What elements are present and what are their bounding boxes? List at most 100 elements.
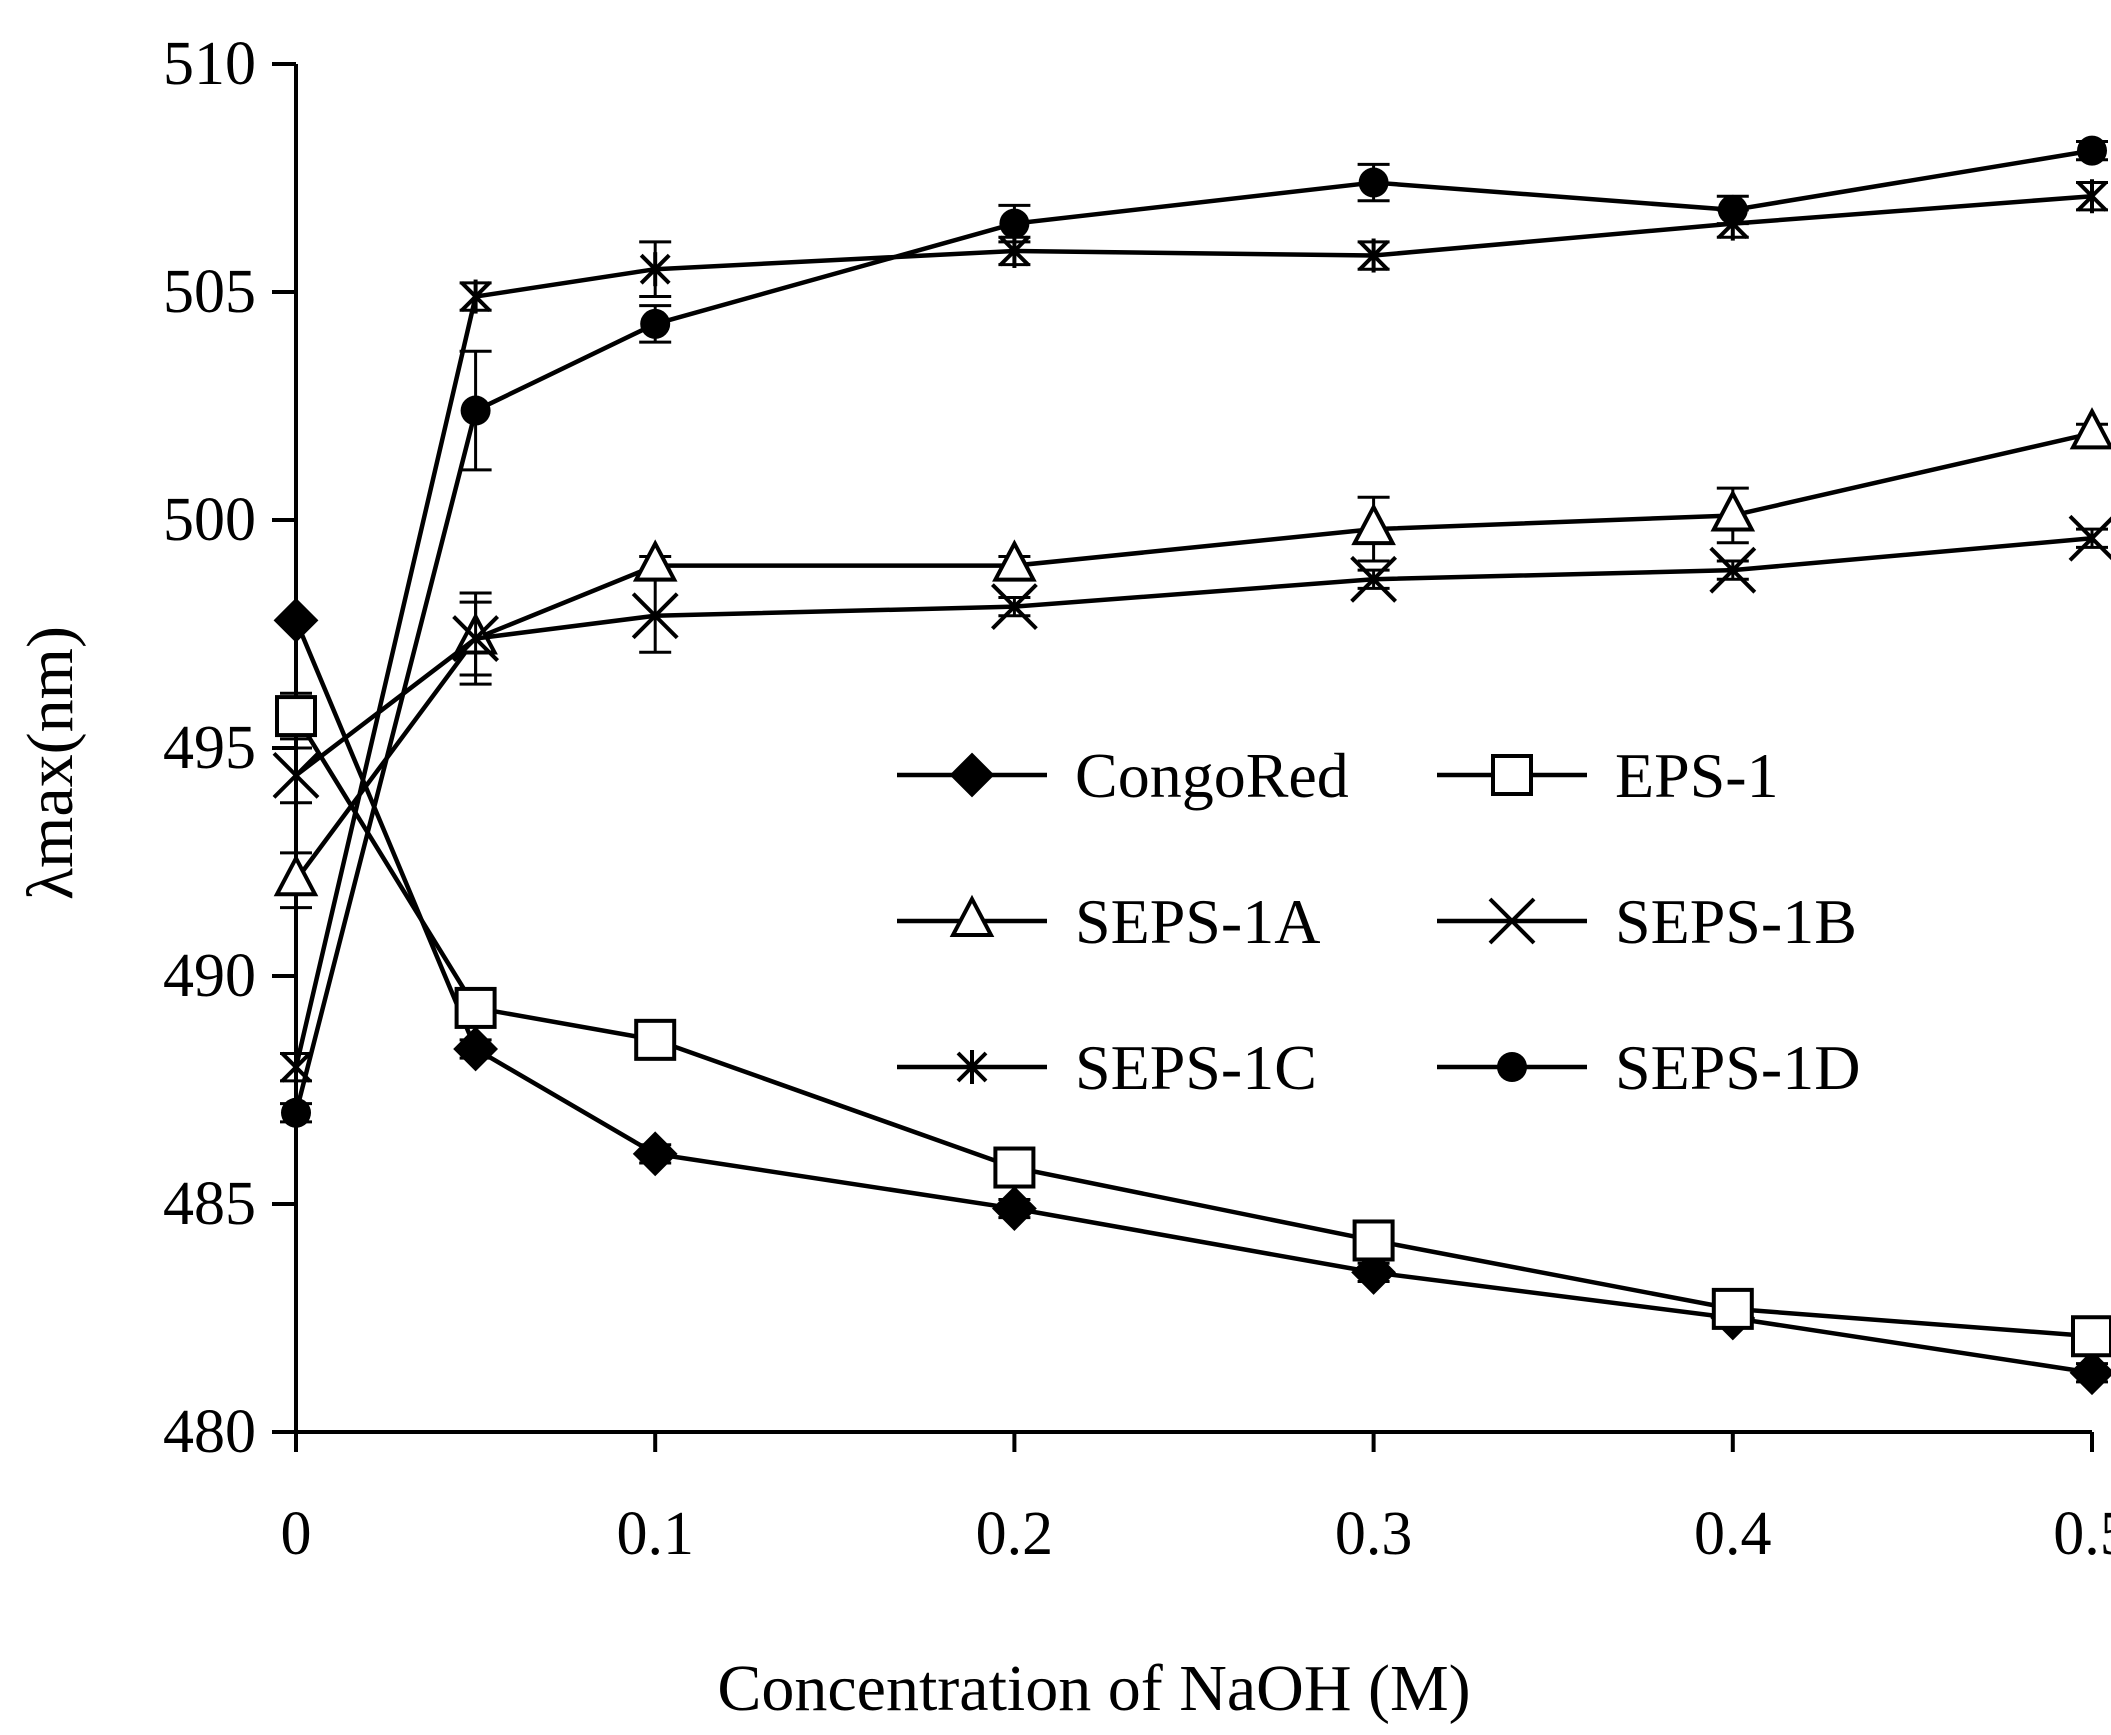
series-seps-1d [280,135,2108,1128]
data-point [1710,489,1756,532]
diamond-marker-shape [273,597,319,643]
legend-marker [949,894,995,937]
y-tick-label: 490 [163,942,256,1010]
data-point [1352,1219,1395,1262]
data-point [453,1026,499,1072]
circle-marker-shape [999,208,1030,239]
triangle-marker-shape [1710,489,1756,532]
data-point [2076,179,2108,214]
series-line [293,148,2093,1114]
x-tick-label: 0.4 [1694,1500,1772,1568]
square-marker-shape [634,1018,677,1061]
series-seps-1a [273,407,2111,910]
series-line [293,619,2093,1375]
legend-marker [1497,1052,1527,1082]
data-point [990,583,1038,631]
x-marker-stroke [1709,546,1757,594]
circle-marker-shape [1717,194,1748,225]
data-point [632,1131,678,1177]
legend: CongoRed EPS-1 SEPS-1A SEPS-1B SEPS-1C SEPS-1… [897,740,1860,1103]
legend-marker [956,1050,988,1084]
series-eps-1 [275,691,2111,1358]
diamond-marker-shape [632,1131,678,1177]
legend-marker [1488,897,1536,945]
circle-marker-shape [1358,167,1389,198]
circle-marker-shape [2077,135,2107,166]
circle-marker-shape [640,308,671,339]
data-point [999,208,1030,239]
series-seps-1b [272,514,2111,805]
legend-label: SEPS-1C [1075,1032,1317,1103]
x-marker-stroke [452,615,500,662]
data-point [460,279,492,314]
x-tick-label: 0.5 [2053,1500,2111,1568]
legend-label: EPS-1 [1615,740,1779,811]
x-marker-stroke [990,583,1038,631]
square-marker-shape [1352,1219,1395,1262]
data-point [275,695,317,738]
y-tick-label: 505 [163,258,256,326]
legend-marker [949,752,995,798]
circle-marker-shape [460,395,491,426]
triangle-marker-shape [992,539,1037,582]
x-tick-label: 0.1 [616,1500,694,1568]
circle-marker-shape [281,1097,311,1128]
x-marker-stroke [1488,897,1536,945]
square-marker-shape [1491,754,1533,796]
data-point [460,395,491,426]
data-point [273,853,319,897]
legend-item: EPS-1 [1437,740,1779,811]
data-point [1717,194,1748,225]
diamond-marker-shape [453,1026,499,1072]
y-tick-label: 510 [163,30,256,98]
data-point [2069,407,2111,450]
diamond-marker-shape [2069,1350,2111,1396]
x-marker-stroke [1350,555,1398,603]
data-point [2077,135,2107,166]
y-axis-title: λmax(nm) [14,626,87,900]
legend-label: CongoRed [1075,740,1349,811]
data-point [993,1146,1036,1189]
square-marker-shape [1711,1287,1754,1330]
data-point [631,592,679,640]
legend-item: SEPS-1D [1437,1032,1860,1103]
data-point [634,1018,677,1061]
square-marker-shape [275,695,317,738]
legend-label: SEPS-1A [1075,886,1320,957]
diamond-marker-shape [991,1186,1037,1231]
data-point [2071,1315,2111,1358]
data-point [640,308,671,339]
x-axis-title: Concentration of NaOH (M) [717,1652,1470,1725]
x-tick-label: 0.2 [976,1500,1054,1568]
circle-marker-shape [1497,1052,1527,1082]
data-point [2068,514,2111,562]
legend-label: SEPS-1D [1615,1032,1860,1103]
x-marker-stroke [272,751,320,799]
data-point [273,597,319,643]
data-point [272,751,320,799]
legend-item: SEPS-1A [897,886,1320,957]
x-tick-label: 0.3 [1335,1500,1413,1568]
data-point [1351,502,1396,546]
square-marker-shape [2071,1315,2111,1358]
data-point [1711,1287,1754,1330]
data-point [1351,1249,1397,1295]
data-point [1350,555,1398,603]
series-layer [272,135,2111,1396]
square-marker-shape [993,1146,1036,1189]
series-congored [273,597,2111,1396]
legend-item: CongoRed [897,740,1349,811]
triangle-marker-shape [632,539,678,582]
data-point [991,1186,1037,1231]
y-tick-label: 480 [163,1398,256,1466]
triangle-marker-shape [949,894,995,937]
triangle-marker-shape [1351,502,1396,546]
diamond-marker-shape [949,752,995,798]
data-point [992,539,1037,582]
legend-marker [1491,754,1533,796]
data-point [632,539,678,582]
x-marker-stroke [2068,516,2111,562]
triangle-marker-shape [2069,407,2111,450]
data-point [454,986,497,1029]
